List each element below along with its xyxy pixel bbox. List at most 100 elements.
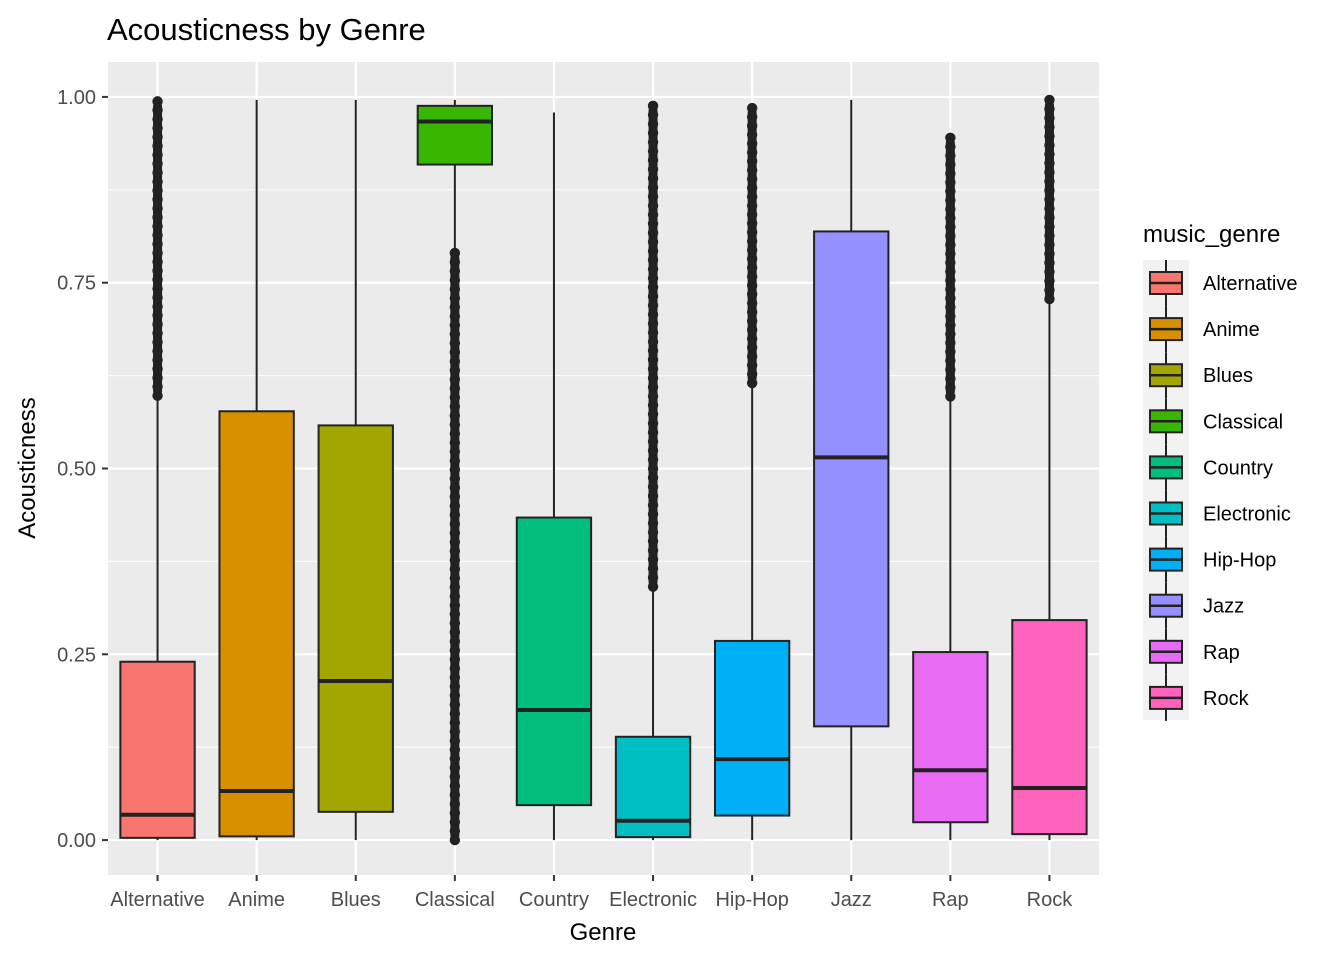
outlier-point [449, 780, 461, 792]
outlier-point [449, 265, 461, 277]
outlier-point [746, 244, 758, 256]
outlier-point [647, 554, 659, 565]
outlier-point [647, 118, 659, 130]
box-rap [912, 132, 989, 841]
outlier-point [647, 318, 659, 329]
legend-item-anime: Anime [1149, 306, 1260, 353]
outlier-point [152, 381, 163, 392]
y-axis: 0.00 0.25 0.50 0.75 1.00 [57, 87, 108, 852]
outlier-point [746, 271, 758, 282]
box-body [317, 424, 394, 813]
outlier-point [746, 129, 758, 140]
outlier-point [647, 436, 659, 447]
legend-label: Jazz [1203, 596, 1244, 618]
outlier-point [647, 463, 659, 474]
outlier-point [449, 825, 461, 837]
outlier-point [152, 274, 163, 285]
outlier-point [1044, 248, 1055, 259]
box-body [218, 410, 295, 838]
outlier-point [1044, 284, 1055, 296]
box-country [515, 112, 593, 841]
outlier-point [152, 265, 163, 277]
outlier-point [449, 527, 461, 539]
outlier-point [647, 327, 659, 338]
outlier-point [647, 363, 659, 375]
outlier-point [449, 329, 461, 340]
outlier-point [945, 239, 956, 251]
outlier-point [449, 816, 461, 828]
outlier-point [647, 490, 659, 502]
outlier-point [647, 155, 659, 166]
outlier-point [1044, 293, 1055, 305]
outlier-point [449, 563, 461, 575]
x-tick-label: Classical [415, 889, 495, 911]
outlier-point [945, 302, 956, 313]
outlier-point [1044, 139, 1055, 151]
outlier-point [1044, 257, 1055, 269]
outlier-point [449, 627, 461, 638]
outlier-point [449, 320, 461, 331]
legend-label: Rap [1203, 642, 1240, 664]
outlier-point [152, 238, 163, 250]
legend-label: Country [1203, 457, 1273, 479]
outlier-point [152, 283, 163, 294]
outliers [647, 100, 659, 592]
outlier-point [945, 195, 956, 206]
outlier-point [945, 391, 956, 402]
outlier-point [746, 324, 758, 336]
x-tick-label: Anime [228, 889, 285, 911]
outlier-point [449, 654, 461, 665]
outliers [746, 102, 758, 389]
legend-item-classical: Classical [1149, 398, 1283, 445]
outlier-point [647, 300, 659, 311]
outlier-point [449, 446, 461, 457]
x-axis: Alternative Anime Blues Classical Country Ele… [110, 875, 1073, 911]
outlier-point [647, 164, 659, 175]
box-blues [317, 99, 394, 841]
outlier-point [449, 392, 461, 403]
outlier-point [152, 149, 163, 161]
outlier-point [647, 499, 659, 511]
outlier-point [152, 105, 163, 116]
outliers [945, 132, 956, 402]
outlier-point [746, 368, 758, 380]
outlier-point [449, 581, 461, 593]
outlier-point [449, 500, 461, 512]
outlier-point [449, 401, 461, 412]
boxes-layer [119, 94, 1088, 846]
legend: music_genre Alternative Anime Blues Classic… [1143, 221, 1298, 721]
x-axis-title: Genre [570, 919, 637, 946]
outlier-point [449, 473, 461, 484]
outlier-point [449, 292, 461, 304]
outlier-point [449, 735, 461, 746]
outlier-point [945, 186, 956, 197]
outlier-point [746, 120, 758, 132]
outlier-point [647, 427, 659, 438]
outlier-point [647, 218, 659, 229]
outlier-point [945, 275, 956, 286]
outlier-point [152, 256, 163, 268]
outlier-point [945, 257, 956, 268]
outlier-point [449, 600, 461, 611]
outlier-point [152, 372, 163, 384]
y-tick-label: 0.75 [57, 273, 96, 295]
outlier-point [647, 209, 659, 220]
outlier-point [1044, 275, 1055, 287]
outlier-point [449, 690, 461, 701]
outlier-point [647, 146, 659, 157]
outlier-point [647, 418, 659, 429]
outlier-point [647, 536, 659, 547]
outlier-point [449, 618, 461, 629]
y-tick-label: 0.00 [57, 830, 96, 852]
outlier-point [152, 336, 163, 348]
outlier-point [1044, 230, 1055, 241]
outlier-point [449, 338, 461, 349]
outlier-point [647, 263, 659, 275]
outliers [1044, 94, 1055, 305]
outlier-point [746, 182, 758, 194]
outlier-point [1044, 212, 1055, 223]
outlier-point [746, 191, 758, 202]
outlier-point [945, 230, 956, 242]
outlier-point [746, 315, 758, 327]
